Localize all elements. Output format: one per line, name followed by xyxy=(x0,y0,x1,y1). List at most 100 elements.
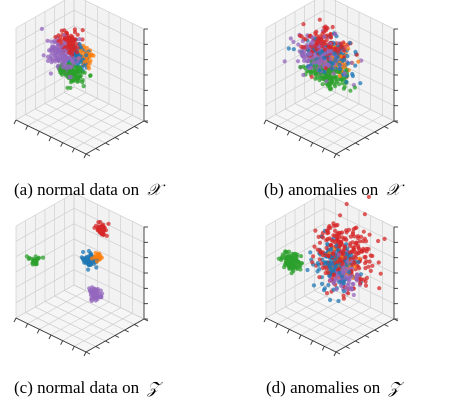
point-purple xyxy=(50,44,55,49)
point-red xyxy=(323,66,328,71)
point-red xyxy=(328,243,333,248)
point-purple xyxy=(322,34,327,40)
y-tick xyxy=(393,120,399,124)
x-tick xyxy=(321,148,325,153)
point-red xyxy=(363,283,369,288)
point-green xyxy=(320,82,325,87)
point-green xyxy=(340,81,345,86)
point-blue xyxy=(77,42,82,47)
caption-a-text: (a) normal data on xyxy=(14,180,140,199)
back-wall-grid-line xyxy=(323,10,395,45)
point-red xyxy=(317,275,322,280)
y-tick xyxy=(134,324,139,327)
axis-lines xyxy=(263,28,399,159)
point-red xyxy=(337,46,342,51)
y-tick xyxy=(345,148,350,151)
x-tick xyxy=(71,148,75,153)
point-blue xyxy=(311,283,316,288)
point-green xyxy=(290,251,295,256)
point-red xyxy=(350,232,355,237)
panel-b xyxy=(263,0,399,159)
y-tick xyxy=(95,346,100,349)
y-tick xyxy=(393,318,399,322)
point-red xyxy=(347,250,353,255)
point-red xyxy=(317,240,323,245)
point-blue xyxy=(305,267,310,273)
point-red xyxy=(99,232,104,237)
point-red xyxy=(346,291,351,296)
x-tick xyxy=(275,323,279,328)
panel-a xyxy=(13,0,149,159)
point-blue xyxy=(84,256,89,261)
point-blue xyxy=(337,270,342,275)
point-red xyxy=(67,50,72,55)
point-red xyxy=(314,39,319,45)
point-red xyxy=(303,37,308,42)
back-wall-grid-line xyxy=(323,192,395,228)
point-red xyxy=(363,266,368,271)
x-tick xyxy=(83,153,87,159)
point-purple xyxy=(49,53,54,58)
y-tick xyxy=(114,335,120,338)
point-blue xyxy=(337,280,342,285)
point-orange xyxy=(87,54,93,59)
point-purple xyxy=(45,38,50,43)
y-tick xyxy=(384,324,389,327)
point-red xyxy=(317,17,322,22)
point-red xyxy=(62,36,67,41)
left-wall-grid-line xyxy=(15,208,75,242)
point-purple xyxy=(301,72,306,78)
point-purple xyxy=(317,65,322,70)
y-tick xyxy=(355,340,360,344)
left-wall-grid-line xyxy=(265,192,325,227)
point-purple xyxy=(349,274,354,279)
point-purple xyxy=(304,45,310,50)
point-green xyxy=(313,68,318,73)
scatter-points xyxy=(282,17,364,93)
floor-grid-line xyxy=(64,290,135,325)
point-green xyxy=(40,255,46,260)
point-red xyxy=(352,254,357,259)
point-green xyxy=(341,86,346,91)
point-green xyxy=(65,85,70,90)
point-green xyxy=(305,69,310,74)
x-tick xyxy=(275,125,279,130)
x-tick xyxy=(71,346,75,351)
point-blue xyxy=(326,262,331,267)
point-red xyxy=(323,24,328,29)
point-red xyxy=(364,259,369,264)
point-red xyxy=(340,251,345,256)
point-blue xyxy=(84,53,89,58)
point-green xyxy=(352,85,357,90)
point-blue xyxy=(332,51,337,56)
point-purple xyxy=(341,265,346,270)
point-orange xyxy=(96,252,101,257)
caption-a: (a) normal data on 𝒳 xyxy=(14,180,166,199)
point-red xyxy=(316,234,321,239)
point-red xyxy=(326,254,331,259)
point-blue xyxy=(315,261,320,266)
point-blue xyxy=(319,281,325,286)
point-red xyxy=(376,238,381,244)
point-green xyxy=(337,69,342,75)
point-purple xyxy=(296,42,301,47)
point-purple xyxy=(349,287,354,292)
panel-d xyxy=(263,192,399,357)
point-red xyxy=(362,255,367,260)
point-red xyxy=(315,247,320,252)
point-purple xyxy=(55,50,61,55)
x-tick xyxy=(286,131,290,136)
point-red xyxy=(338,213,343,218)
floor-grid-line xyxy=(323,86,395,122)
point-red xyxy=(340,230,345,235)
point-purple xyxy=(288,36,293,41)
point-blue xyxy=(326,282,331,288)
point-purple xyxy=(63,41,68,46)
point-red xyxy=(106,221,111,226)
point-red xyxy=(330,24,335,30)
point-red xyxy=(75,32,80,37)
x-tick xyxy=(286,329,290,334)
point-green xyxy=(30,262,35,267)
y-tick xyxy=(345,346,350,349)
point-green xyxy=(72,68,78,74)
